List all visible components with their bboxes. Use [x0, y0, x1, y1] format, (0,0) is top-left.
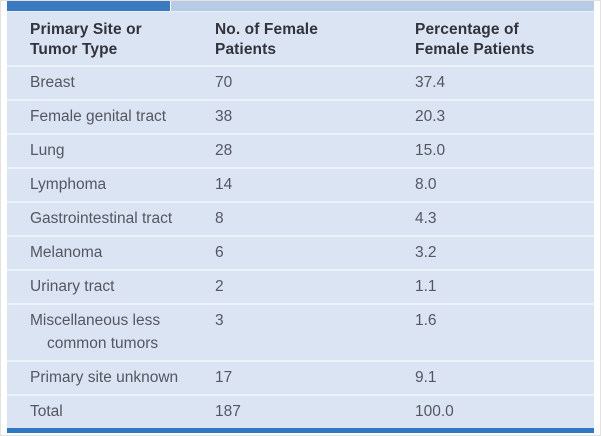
cell-percentage: 1.1 [415, 278, 437, 295]
cell-patient-count: 28 [215, 142, 233, 159]
site-name: Total [30, 403, 63, 420]
cell-patient-count: 70 [215, 74, 233, 91]
table-row: Primary site unknown 17 9.1 [7, 360, 594, 394]
table-row: Gastrointestinal tract 8 4.3 [7, 201, 594, 235]
cell-primary-site: Urinary tract [7, 277, 215, 297]
site-name: Female genital tract [30, 108, 167, 125]
column-header-line: No. of Female [215, 21, 318, 38]
column-header-line: Percentage of [415, 21, 519, 38]
table-bottom-rule [7, 428, 594, 433]
caption-bar-dark-segment [7, 1, 170, 11]
cell-percentage: 37.4 [415, 74, 446, 91]
column-header-percentage: Percentage of Female Patients [415, 20, 594, 60]
cell-primary-site: Total [7, 402, 215, 422]
column-header-line: Female Patients [415, 41, 535, 58]
table-caption-bar [7, 1, 594, 11]
female-patients-table: Primary Site or Tumor Type No. of Female… [7, 11, 594, 428]
table-row: Miscellaneous less common tumors 3 1.6 [7, 303, 594, 360]
site-name: Gastrointestinal tract [30, 210, 173, 227]
cell-percentage: 8.0 [415, 176, 437, 193]
cell-percentage: 3.2 [415, 244, 437, 261]
table-row: Female genital tract 38 20.3 [7, 99, 594, 133]
cell-primary-site: Breast [7, 73, 215, 93]
table-row: Melanoma 6 3.2 [7, 235, 594, 269]
cell-percentage: 9.1 [415, 369, 437, 386]
site-name-line2: common tumors [47, 335, 159, 352]
cell-percentage: 100.0 [415, 403, 454, 420]
cell-patient-count: 8 [215, 210, 224, 227]
cell-percentage: 1.6 [415, 312, 437, 329]
cell-primary-site: Miscellaneous less common tumors [7, 311, 215, 354]
column-header-line: Tumor Type [30, 41, 118, 58]
cell-patient-count: 187 [215, 403, 241, 420]
site-name: Miscellaneous less [30, 312, 161, 329]
cell-primary-site: Female genital tract [7, 107, 215, 127]
cell-primary-site: Primary site unknown [7, 368, 215, 388]
table-row: Lymphoma 14 8.0 [7, 167, 594, 201]
cell-percentage: 20.3 [415, 108, 446, 125]
caption-bar-light-segment [171, 1, 594, 11]
column-header-line: Patients [215, 41, 277, 58]
cell-percentage: 4.3 [415, 210, 437, 227]
cell-patient-count: 3 [215, 312, 224, 329]
site-name: Lung [30, 142, 65, 159]
cell-percentage: 15.0 [415, 142, 446, 159]
site-name: Urinary tract [30, 278, 115, 295]
site-name: Melanoma [30, 244, 103, 261]
table-row: Total 187 100.0 [7, 394, 594, 428]
cell-patient-count: 14 [215, 176, 233, 193]
site-name: Primary site unknown [30, 369, 179, 386]
cell-patient-count: 38 [215, 108, 233, 125]
table-header-row: Primary Site or Tumor Type No. of Female… [7, 12, 594, 65]
table-row: Lung 28 15.0 [7, 133, 594, 167]
column-header-patient-count: No. of Female Patients [215, 20, 415, 60]
table-row: Urinary tract 2 1.1 [7, 269, 594, 303]
cell-patient-count: 17 [215, 369, 233, 386]
table-row: Breast 70 37.4 [7, 65, 594, 99]
cell-primary-site: Melanoma [7, 243, 215, 263]
column-header-primary-site: Primary Site or Tumor Type [7, 20, 215, 60]
cell-primary-site: Lymphoma [7, 175, 215, 195]
cell-patient-count: 6 [215, 244, 224, 261]
site-name: Breast [30, 74, 75, 91]
cell-patient-count: 2 [215, 278, 224, 295]
cell-primary-site: Gastrointestinal tract [7, 209, 215, 229]
site-name: Lymphoma [30, 176, 107, 193]
column-header-line: Primary Site or [30, 21, 142, 38]
table-body: Breast 70 37.4 Female genital tract 38 2… [7, 65, 594, 428]
cell-primary-site: Lung [7, 141, 215, 161]
